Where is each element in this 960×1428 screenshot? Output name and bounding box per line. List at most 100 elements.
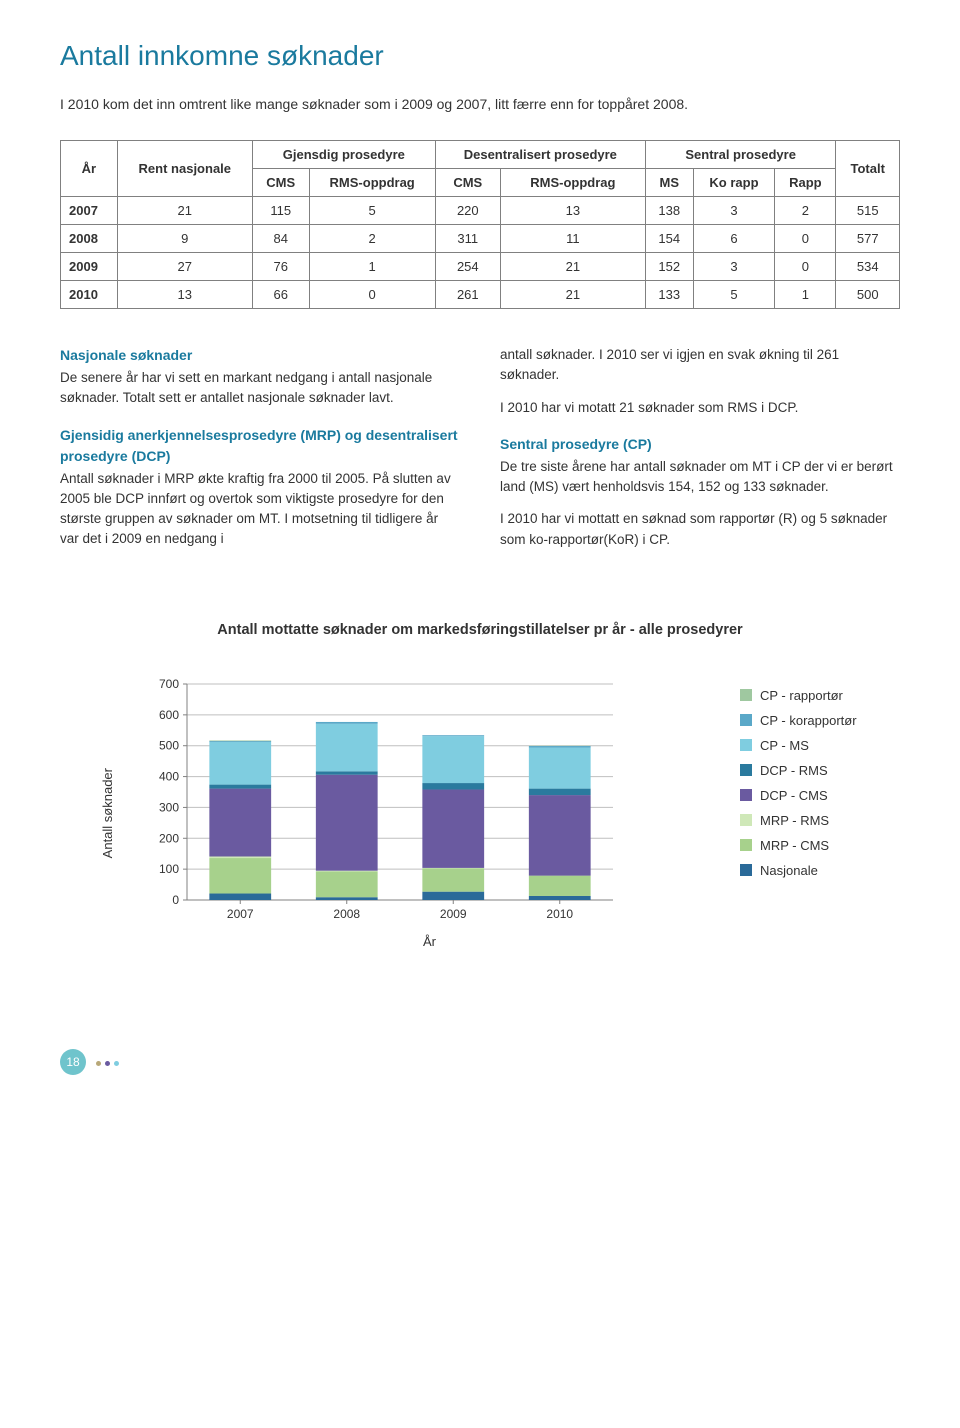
bar-segment bbox=[316, 774, 378, 870]
svg-text:200: 200 bbox=[159, 831, 179, 845]
table-header: ÅrRent nasjonaleGjensdig prosedyreDesent… bbox=[61, 141, 900, 197]
chart-xlabel: År bbox=[143, 934, 716, 949]
table-cell: 138 bbox=[645, 197, 693, 225]
table-header-cell: Sentral prosedyre bbox=[645, 141, 836, 169]
table-cell: 11 bbox=[500, 225, 645, 253]
bar-segment bbox=[316, 722, 378, 724]
bar-segment bbox=[529, 746, 591, 748]
bar-segment bbox=[209, 741, 271, 742]
table-cell: 5 bbox=[693, 281, 775, 309]
bar-segment bbox=[529, 875, 591, 895]
table-cell: 220 bbox=[435, 197, 500, 225]
table-cell: 5 bbox=[309, 197, 435, 225]
table-cell: 152 bbox=[645, 253, 693, 281]
legend-swatch bbox=[740, 814, 752, 826]
legend-swatch bbox=[740, 739, 752, 751]
legend-label: CP - MS bbox=[760, 738, 809, 753]
section-heading: Nasjonale søknader bbox=[60, 345, 460, 366]
legend-swatch bbox=[740, 839, 752, 851]
table-cell: 66 bbox=[252, 281, 309, 309]
chart-title: Antall mottatte søknader om markedsførin… bbox=[60, 622, 900, 638]
bar-segment bbox=[209, 893, 271, 899]
chart-ylabel: Antall søknader bbox=[100, 768, 115, 858]
legend-swatch bbox=[740, 864, 752, 876]
table-cell: 3 bbox=[693, 197, 775, 225]
legend-label: DCP - CMS bbox=[760, 788, 828, 803]
bar-segment bbox=[209, 742, 271, 785]
table-cell: 261 bbox=[435, 281, 500, 309]
svg-text:2009: 2009 bbox=[440, 907, 467, 921]
table-cell: 3 bbox=[693, 253, 775, 281]
table-row: 2010136602612113351500 bbox=[61, 281, 900, 309]
legend-item: DCP - CMS bbox=[740, 788, 900, 803]
bar-segment bbox=[422, 735, 484, 736]
legend-label: DCP - RMS bbox=[760, 763, 828, 778]
table-cell: 534 bbox=[836, 253, 900, 281]
left-column: Nasjonale søknaderDe senere år har vi se… bbox=[60, 345, 460, 562]
bar-segment bbox=[422, 891, 484, 899]
table-cell: 76 bbox=[252, 253, 309, 281]
bar-segment bbox=[529, 747, 591, 788]
bar-segment bbox=[316, 771, 378, 774]
body-paragraph: De tre siste årene har antall søknader o… bbox=[500, 457, 900, 498]
table-subheader-cell: CMS bbox=[252, 169, 309, 197]
section-heading: Sentral prosedyre (CP) bbox=[500, 434, 900, 455]
table-cell: 13 bbox=[500, 197, 645, 225]
chart-section: Antall mottatte søknader om markedsførin… bbox=[60, 622, 900, 949]
svg-text:300: 300 bbox=[159, 800, 179, 814]
table-header-cell: Rent nasjonale bbox=[117, 141, 252, 197]
table-cell: 133 bbox=[645, 281, 693, 309]
footer-dot bbox=[114, 1061, 119, 1066]
body-paragraph: Antall søknader i MRP økte kraftig fra 2… bbox=[60, 469, 460, 550]
table-cell: 2009 bbox=[61, 253, 118, 281]
body-paragraph: De senere år har vi sett en markant nedg… bbox=[60, 368, 460, 409]
table-cell: 2 bbox=[775, 197, 836, 225]
table-cell: 254 bbox=[435, 253, 500, 281]
legend-swatch bbox=[740, 789, 752, 801]
legend-label: Nasjonale bbox=[760, 863, 818, 878]
table-row: 20072111552201313832515 bbox=[61, 197, 900, 225]
table-header-cell: År bbox=[61, 141, 118, 197]
legend-swatch bbox=[740, 764, 752, 776]
table-cell: 84 bbox=[252, 225, 309, 253]
page-title: Antall innkomne søknader bbox=[60, 40, 900, 72]
table-cell: 577 bbox=[836, 225, 900, 253]
table-subheader-cell: RMS-oppdrag bbox=[500, 169, 645, 197]
section-heading: Gjensidig anerkjennelsesprosedyre (MRP) … bbox=[60, 425, 460, 467]
table-subheader-cell: Rapp bbox=[775, 169, 836, 197]
legend-swatch bbox=[740, 714, 752, 726]
table-cell: 2 bbox=[309, 225, 435, 253]
svg-text:0: 0 bbox=[172, 893, 179, 907]
legend-item: CP - korapportør bbox=[740, 713, 900, 728]
legend-item: CP - rapportør bbox=[740, 688, 900, 703]
stacked-bar-chart: 01002003004005006007002007200820092010 bbox=[143, 678, 623, 928]
table-cell: 2007 bbox=[61, 197, 118, 225]
table-row: 2009277612542115230534 bbox=[61, 253, 900, 281]
legend-label: CP - korapportør bbox=[760, 713, 857, 728]
table-header-cell: Desentralisert prosedyre bbox=[435, 141, 645, 169]
svg-text:700: 700 bbox=[159, 678, 179, 691]
table-cell: 9 bbox=[117, 225, 252, 253]
svg-text:100: 100 bbox=[159, 862, 179, 876]
footer-dot bbox=[96, 1061, 101, 1066]
table-cell: 2010 bbox=[61, 281, 118, 309]
table-cell: 0 bbox=[309, 281, 435, 309]
table-cell: 500 bbox=[836, 281, 900, 309]
page-number: 18 bbox=[60, 1049, 86, 1075]
footer-dots bbox=[96, 1053, 123, 1071]
legend-item: MRP - CMS bbox=[740, 838, 900, 853]
legend-item: CP - MS bbox=[740, 738, 900, 753]
table-cell: 1 bbox=[775, 281, 836, 309]
legend-swatch bbox=[740, 689, 752, 701]
bar-segment bbox=[422, 783, 484, 789]
table-cell: 6 bbox=[693, 225, 775, 253]
bar-segment bbox=[316, 724, 378, 772]
table-cell: 115 bbox=[252, 197, 309, 225]
bar-segment bbox=[316, 871, 378, 897]
svg-text:600: 600 bbox=[159, 708, 179, 722]
legend-item: Nasjonale bbox=[740, 863, 900, 878]
svg-text:2010: 2010 bbox=[546, 907, 573, 921]
table-body: 2007211155220131383251520089842311111546… bbox=[61, 197, 900, 309]
svg-text:2007: 2007 bbox=[227, 907, 254, 921]
right-column: antall søknader. I 2010 ser vi igjen en … bbox=[500, 345, 900, 562]
